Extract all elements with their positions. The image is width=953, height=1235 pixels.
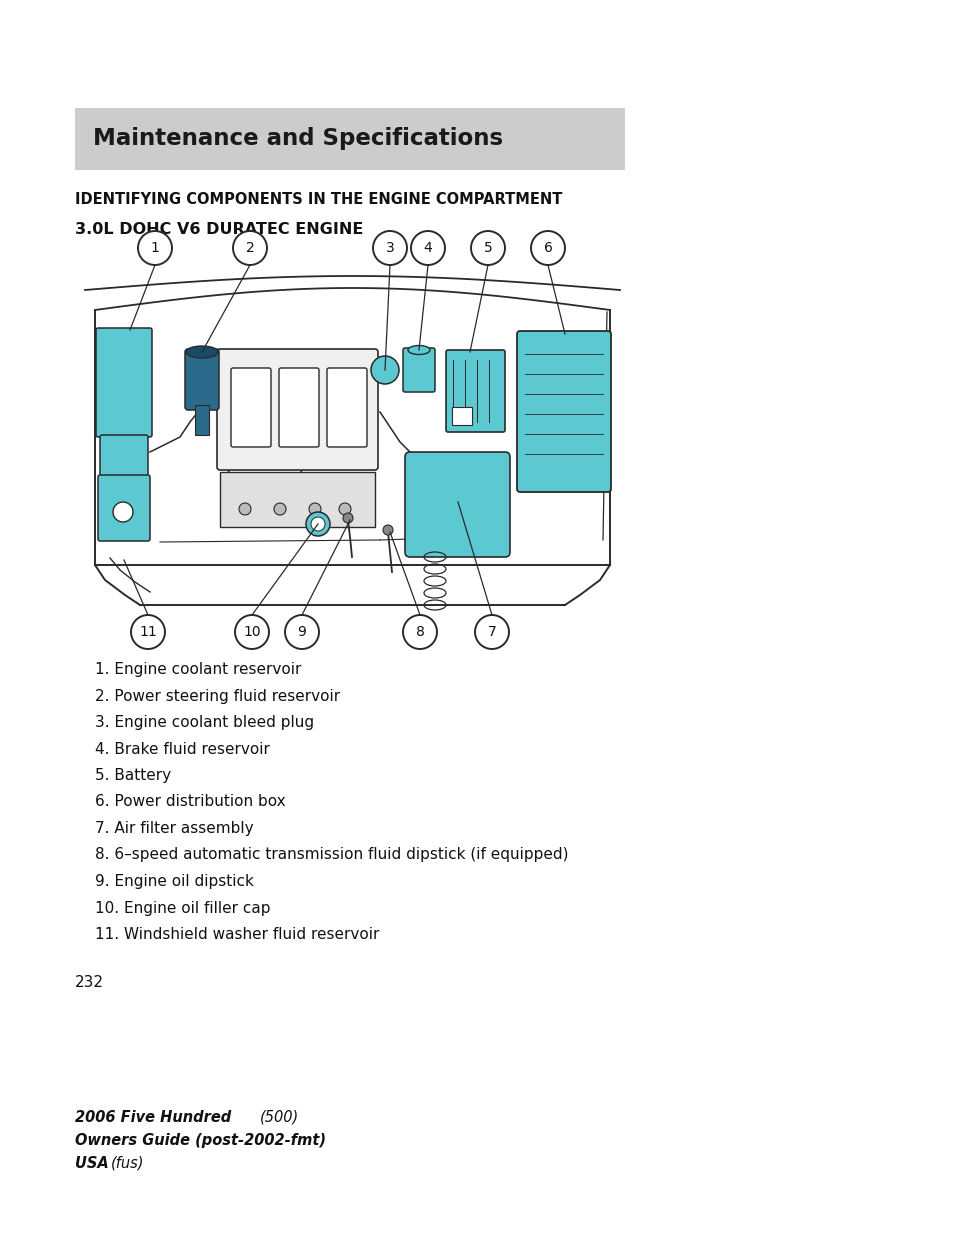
Ellipse shape <box>186 346 218 358</box>
Ellipse shape <box>408 346 430 354</box>
Text: USA: USA <box>75 1156 109 1171</box>
Text: 232: 232 <box>75 974 104 990</box>
FancyBboxPatch shape <box>231 368 271 447</box>
FancyBboxPatch shape <box>402 348 435 391</box>
Text: 9: 9 <box>297 625 306 638</box>
Text: 2006 Five Hundred: 2006 Five Hundred <box>75 1110 231 1125</box>
Circle shape <box>531 231 564 266</box>
Text: 8: 8 <box>416 625 424 638</box>
FancyBboxPatch shape <box>405 452 510 557</box>
Text: (500): (500) <box>260 1110 299 1125</box>
Text: 4. Brake fluid reservoir: 4. Brake fluid reservoir <box>95 741 270 757</box>
FancyBboxPatch shape <box>185 350 219 410</box>
Text: 10. Engine oil filler cap: 10. Engine oil filler cap <box>95 900 271 915</box>
Circle shape <box>234 615 269 650</box>
Text: 8. 6–speed automatic transmission fluid dipstick (if equipped): 8. 6–speed automatic transmission fluid … <box>95 847 568 862</box>
Text: 9. Engine oil dipstick: 9. Engine oil dipstick <box>95 874 253 889</box>
Text: 3: 3 <box>385 241 394 254</box>
Circle shape <box>371 356 398 384</box>
FancyBboxPatch shape <box>278 368 318 447</box>
Circle shape <box>411 231 444 266</box>
FancyBboxPatch shape <box>100 435 148 494</box>
Circle shape <box>338 503 351 515</box>
Text: Maintenance and Specifications: Maintenance and Specifications <box>92 127 502 151</box>
FancyBboxPatch shape <box>452 408 472 425</box>
Circle shape <box>285 615 318 650</box>
Text: 11. Windshield washer fluid reservoir: 11. Windshield washer fluid reservoir <box>95 927 379 942</box>
Text: 1. Engine coolant reservoir: 1. Engine coolant reservoir <box>95 662 301 677</box>
Circle shape <box>239 503 251 515</box>
FancyBboxPatch shape <box>446 350 504 432</box>
FancyBboxPatch shape <box>327 368 367 447</box>
FancyBboxPatch shape <box>517 331 610 492</box>
Text: 4: 4 <box>423 241 432 254</box>
Circle shape <box>233 231 267 266</box>
Text: 7: 7 <box>487 625 496 638</box>
Text: (fus): (fus) <box>111 1156 144 1171</box>
Text: 7. Air filter assembly: 7. Air filter assembly <box>95 821 253 836</box>
FancyBboxPatch shape <box>220 472 375 527</box>
Text: 6. Power distribution box: 6. Power distribution box <box>95 794 285 809</box>
Circle shape <box>471 231 504 266</box>
Text: 10: 10 <box>243 625 260 638</box>
Circle shape <box>382 525 393 535</box>
Text: 2: 2 <box>245 241 254 254</box>
Circle shape <box>274 503 286 515</box>
Circle shape <box>306 513 330 536</box>
Text: Owners Guide (post-2002-fmt): Owners Guide (post-2002-fmt) <box>75 1132 326 1149</box>
Circle shape <box>138 231 172 266</box>
Text: 6: 6 <box>543 241 552 254</box>
FancyBboxPatch shape <box>194 405 209 435</box>
Text: 3.0L DOHC V6 DURATEC ENGINE: 3.0L DOHC V6 DURATEC ENGINE <box>75 222 363 237</box>
Circle shape <box>131 615 165 650</box>
Text: 3. Engine coolant bleed plug: 3. Engine coolant bleed plug <box>95 715 314 730</box>
Text: 5: 5 <box>483 241 492 254</box>
FancyBboxPatch shape <box>96 329 152 437</box>
Circle shape <box>343 513 353 522</box>
Bar <box>80 262 624 620</box>
Text: 1: 1 <box>151 241 159 254</box>
FancyBboxPatch shape <box>75 107 624 170</box>
Text: 2. Power steering fluid reservoir: 2. Power steering fluid reservoir <box>95 688 340 704</box>
Circle shape <box>475 615 509 650</box>
Text: IDENTIFYING COMPONENTS IN THE ENGINE COMPARTMENT: IDENTIFYING COMPONENTS IN THE ENGINE COM… <box>75 191 561 207</box>
Circle shape <box>112 501 132 522</box>
Circle shape <box>309 503 320 515</box>
Text: 11: 11 <box>139 625 156 638</box>
Circle shape <box>311 517 325 531</box>
FancyBboxPatch shape <box>98 475 150 541</box>
FancyBboxPatch shape <box>216 350 377 471</box>
Circle shape <box>373 231 407 266</box>
Text: 5. Battery: 5. Battery <box>95 768 171 783</box>
Circle shape <box>402 615 436 650</box>
